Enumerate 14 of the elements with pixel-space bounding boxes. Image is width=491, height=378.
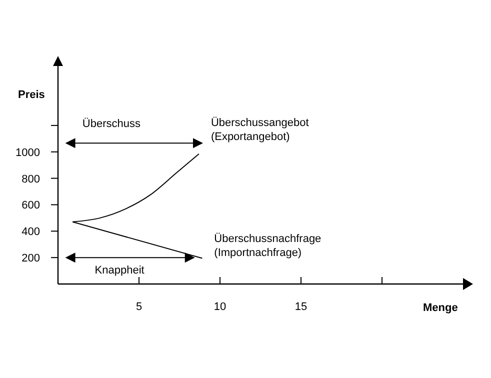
- annotation: Überschuss: [82, 116, 141, 130]
- y-tick-label: 600: [22, 200, 40, 212]
- y-tick-label: 400: [22, 226, 40, 238]
- annotation: Knappheit: [94, 264, 144, 277]
- y-tick-label: 800: [22, 173, 40, 186]
- x-tick-label: 5: [136, 301, 142, 313]
- y-tick-label: 200: [22, 252, 40, 265]
- series-label: Überschussnachfrage (Importnachfrage): [214, 232, 322, 260]
- x-tick-label: 15: [294, 301, 308, 313]
- series-label: Überschussangebot (Exportangebot): [210, 116, 309, 143]
- y-axis-title: Preis: [18, 89, 45, 101]
- x-axis-title: Menge: [423, 302, 458, 314]
- y-tick-label: 1000: [16, 146, 40, 159]
- x-tick-label: 10: [214, 301, 226, 313]
